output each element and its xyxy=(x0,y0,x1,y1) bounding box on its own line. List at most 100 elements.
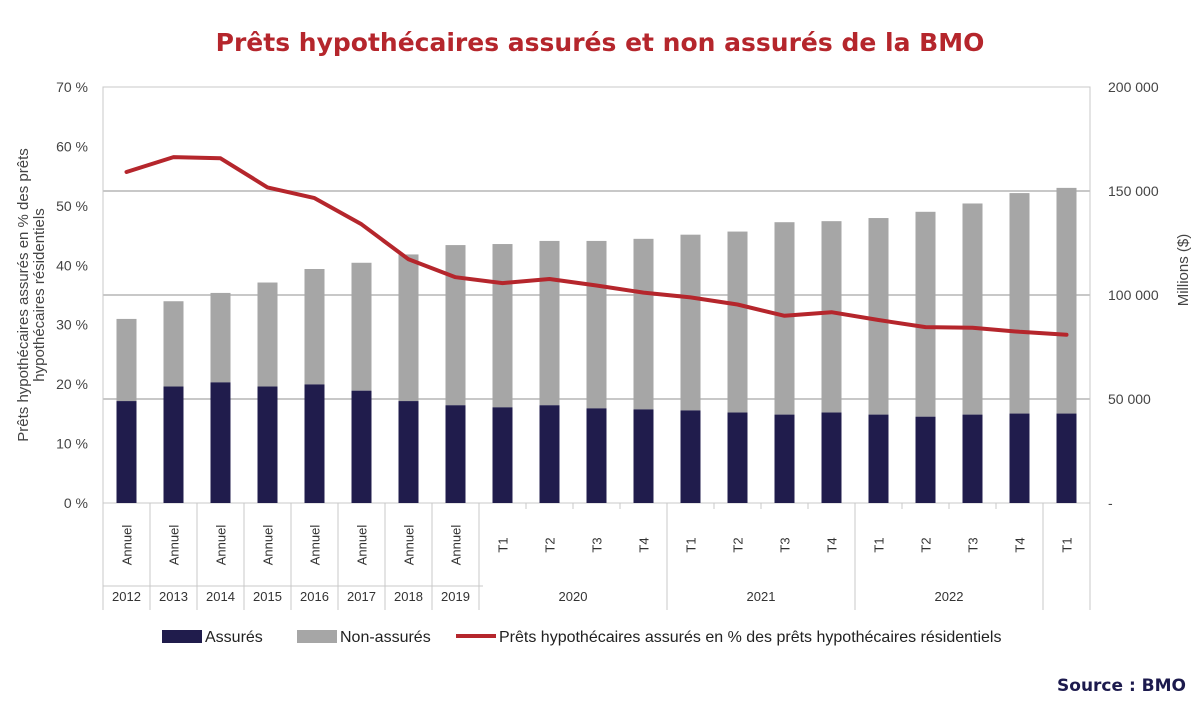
left-axis-title: hypothécaires résidentiels xyxy=(31,208,48,381)
bar-uninsured xyxy=(539,240,560,406)
category-label: T1 xyxy=(872,537,887,552)
right-axis-title: Millions ($) xyxy=(1175,234,1192,307)
category-axis: Annuel Annuel Annuel Annuel Annuel Annuel Annu… xyxy=(102,503,1091,610)
bar-uninsured xyxy=(727,231,748,413)
bar-uninsured xyxy=(680,234,701,411)
bar-uninsured xyxy=(1056,187,1077,414)
group-label: 2020 xyxy=(559,589,588,604)
group-label: 2013 xyxy=(159,589,188,604)
group-label: 2017 xyxy=(347,589,376,604)
left-tick-label: 0 % xyxy=(64,495,88,511)
line-insured-percent xyxy=(124,155,1069,337)
category-label: T4 xyxy=(637,537,652,552)
category-label: T1 xyxy=(496,537,511,552)
bar-insured xyxy=(116,401,137,503)
bar-insured xyxy=(915,416,936,503)
group-label: 2019 xyxy=(441,589,470,604)
left-tick-label: 40 % xyxy=(56,257,88,273)
category-label: Annuel xyxy=(261,525,276,566)
right-tick-label: 150 000 xyxy=(1108,183,1159,199)
group-label: 2021 xyxy=(747,589,776,604)
left-tick-label: 20 % xyxy=(56,376,88,392)
category-label: Annuel xyxy=(308,525,323,566)
legend-label-line: Prêts hypothécaires assurés en % des prê… xyxy=(499,629,1001,646)
bar-uninsured xyxy=(398,254,419,402)
bar-insured xyxy=(774,414,795,503)
right-tick-label: 100 000 xyxy=(1108,287,1159,303)
group-label: 2014 xyxy=(206,589,235,604)
bar-insured xyxy=(163,386,184,503)
category-label: Annuel xyxy=(120,525,135,566)
bar-insured xyxy=(1056,413,1077,503)
bar-uninsured xyxy=(586,240,607,409)
bar-insured xyxy=(351,390,372,503)
stacked-bars xyxy=(116,187,1077,503)
bar-uninsured xyxy=(116,318,137,402)
bar-uninsured xyxy=(351,262,372,391)
category-label: Annuel xyxy=(355,525,370,566)
bar-uninsured xyxy=(210,292,231,383)
bar-uninsured xyxy=(304,269,325,385)
bar-uninsured xyxy=(492,244,513,408)
category-label: Annuel xyxy=(167,525,182,566)
bar-insured xyxy=(1009,413,1030,503)
bar-insured xyxy=(304,384,325,503)
legend-swatch-uninsured xyxy=(297,630,337,643)
bar-insured xyxy=(633,409,654,503)
category-label: T2 xyxy=(731,537,746,552)
left-tick-label: 50 % xyxy=(56,198,88,214)
source-note: Source : BMO xyxy=(1057,676,1186,696)
bar-uninsured xyxy=(868,218,889,415)
left-tick-label: 70 % xyxy=(56,79,88,95)
bar-uninsured xyxy=(774,222,795,415)
category-label: Annuel xyxy=(449,525,464,566)
category-label: T3 xyxy=(590,537,605,552)
bar-insured xyxy=(821,412,842,503)
category-label: T1 xyxy=(684,537,699,552)
bar-uninsured xyxy=(915,211,936,417)
bar-insured xyxy=(680,410,701,503)
bar-insured xyxy=(868,414,889,503)
bar-insured xyxy=(257,386,278,503)
bar-insured xyxy=(962,414,983,503)
left-tick-label: 60 % xyxy=(56,138,88,154)
bar-uninsured xyxy=(257,282,278,387)
category-label: T4 xyxy=(1013,537,1028,552)
bar-uninsured xyxy=(1009,193,1030,414)
chart-title: Prêts hypothécaires assurés et non assur… xyxy=(215,28,985,57)
category-label: T3 xyxy=(778,537,793,552)
percent-line xyxy=(124,155,1069,337)
bar-uninsured xyxy=(633,238,654,410)
legend: Assurés Non-assurés Prêts hypothécaires as… xyxy=(162,629,1001,646)
legend-swatch-insured xyxy=(162,630,202,643)
bar-insured xyxy=(492,407,513,503)
group-label: 2016 xyxy=(300,589,329,604)
left-tick-label: 30 % xyxy=(56,317,88,333)
group-label: 2015 xyxy=(253,589,282,604)
bar-insured xyxy=(586,408,607,503)
category-label: Annuel xyxy=(402,525,417,566)
bar-uninsured xyxy=(962,203,983,415)
category-label: T2 xyxy=(919,537,934,552)
category-label: Annuel xyxy=(214,525,229,566)
left-tick-label: 10 % xyxy=(56,436,88,452)
legend-label-uninsured: Non-assurés xyxy=(340,629,431,646)
group-label: 2012 xyxy=(112,589,141,604)
axes: - 50 000 100 000 150 000 200 000 0 % 10 % 20 % 3… xyxy=(15,79,1192,511)
right-tick-label: 200 000 xyxy=(1108,79,1159,95)
bar-insured xyxy=(539,405,560,503)
bar-insured xyxy=(210,382,231,503)
group-label: 2018 xyxy=(394,589,423,604)
legend-label-insured: Assurés xyxy=(205,629,263,646)
right-tick-label: - xyxy=(1108,495,1113,511)
category-label: T1 xyxy=(1060,537,1075,552)
bar-uninsured xyxy=(821,221,842,413)
category-label: T3 xyxy=(966,537,981,552)
bar-insured xyxy=(445,405,466,503)
bar-uninsured xyxy=(445,245,466,406)
group-label: 2022 xyxy=(935,589,964,604)
bar-uninsured xyxy=(163,301,184,387)
bar-insured xyxy=(727,412,748,503)
category-label: T4 xyxy=(825,537,840,552)
